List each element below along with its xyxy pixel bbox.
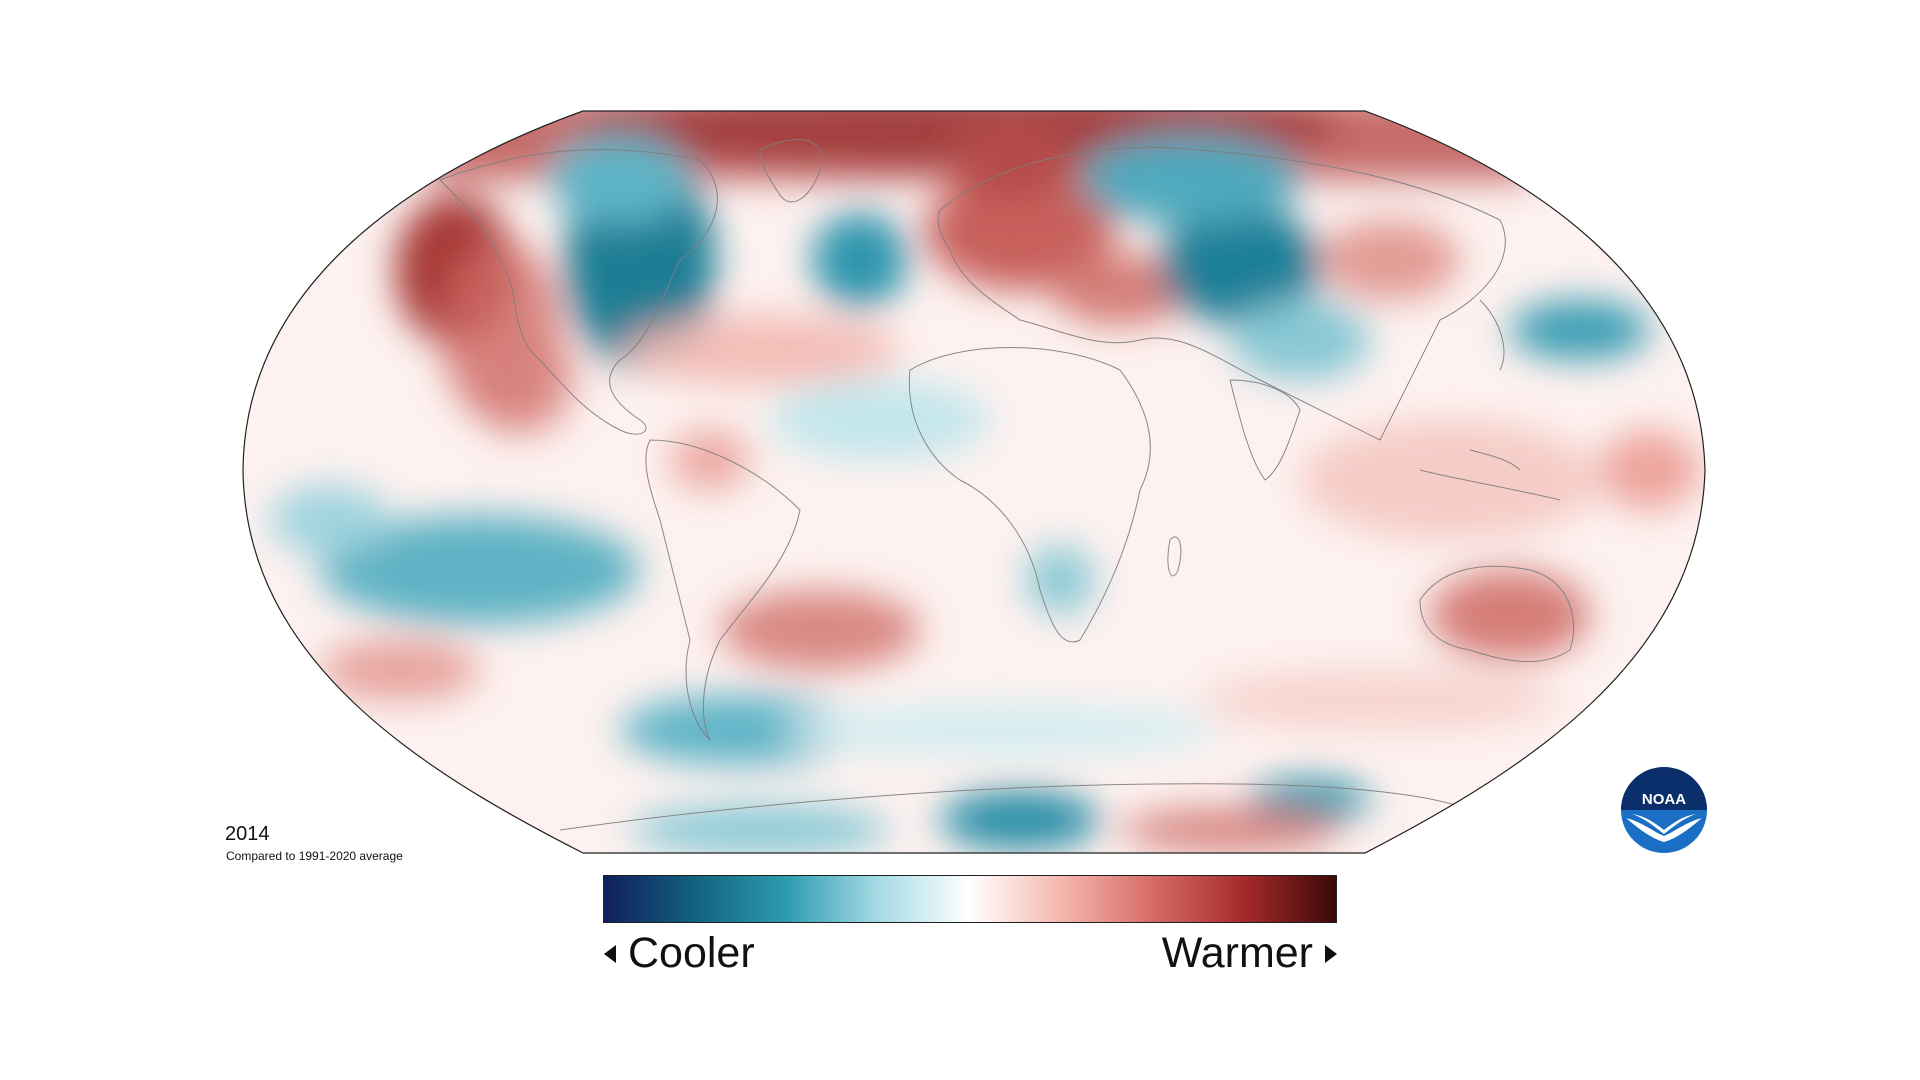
comparison-note: Compared to 1991-2020 average <box>226 849 403 863</box>
noaa-logo-icon: NOAA <box>1621 767 1707 853</box>
warmer-label: Warmer <box>1161 929 1313 977</box>
anomaly-field <box>243 111 1705 853</box>
right-arrow-icon <box>1325 944 1337 963</box>
cooler-label: Cooler <box>628 929 755 977</box>
color-scale-bar <box>603 875 1337 923</box>
cooler-legend: Cooler <box>604 932 755 975</box>
left-arrow-icon <box>604 944 616 963</box>
coastlines <box>439 139 1661 831</box>
year-label: 2014 <box>225 823 270 845</box>
map-frame <box>242 110 1706 854</box>
warmer-legend: Warmer <box>1162 932 1337 975</box>
logo-text: NOAA <box>1642 791 1686 808</box>
